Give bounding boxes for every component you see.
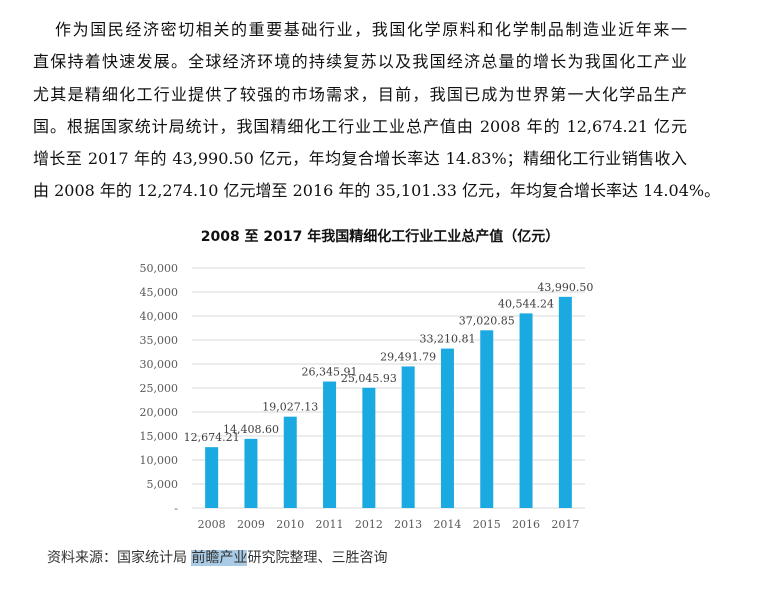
x-tick-label: 2016	[512, 518, 540, 531]
y-tick-label: 45,000	[140, 286, 179, 299]
source-note: 资料来源：国家统计局 前瞻产业研究院整理、三胜咨询	[47, 547, 387, 567]
y-tick-label: 5,000	[147, 478, 179, 491]
data-label: 33,210.81	[419, 333, 475, 346]
y-tick-label: 50,000	[140, 262, 179, 275]
x-tick-label: 2010	[276, 518, 304, 531]
x-tick-label: 2013	[394, 518, 422, 531]
source-suffix: 研究院整理、三胜咨询	[247, 550, 388, 566]
paragraph-line: 国。根据国家统计局统计，我国精细化工行业工业总产值由 2008 年的 12,67…	[33, 116, 687, 136]
paragraph-line: 作为国民经济密切相关的重要基础行业，我国化学原料和化学制品制造业近年来一	[55, 20, 687, 39]
data-label: 40,544.24	[498, 297, 554, 310]
data-label: 12,674.21	[184, 431, 240, 444]
bar	[362, 387, 376, 508]
data-label: 26,345.91	[302, 366, 358, 379]
source-highlighted: 前瞻产业	[191, 550, 248, 566]
bar	[283, 416, 297, 508]
bar	[440, 348, 454, 508]
x-tick-label: 2012	[355, 518, 383, 531]
data-label: 37,020.85	[459, 314, 515, 327]
bar	[558, 296, 572, 508]
data-label: 14,408.60	[223, 423, 279, 436]
y-tick-label: 25,000	[140, 382, 179, 395]
y-tick-label: 40,000	[140, 310, 179, 323]
y-tick-label: -	[174, 502, 178, 515]
y-tick-label: 20,000	[140, 406, 179, 419]
chart-title: 2008 至 2017 年我国精细化工行业工业总产值（亿元）	[200, 229, 560, 245]
x-tick-label: 2011	[316, 518, 344, 531]
data-label: 19,027.13	[262, 401, 318, 414]
source-prefix: 资料来源：国家统计局	[47, 550, 192, 566]
data-label: 29,491.79	[380, 350, 436, 363]
paragraph-line: 增长至 2017 年的 43,990.50 亿元，年均复合增长率达 14.83%…	[33, 149, 687, 169]
body-paragraph: 作为国民经济密切相关的重要基础行业，我国化学原料和化学制品制造业近年来一 直保持…	[33, 14, 721, 208]
x-tick-label: 2009	[237, 518, 265, 531]
bar	[480, 330, 494, 508]
paragraph-line: 尤其是精细化工行业提供了较强的市场需求，目前，我国已成为世界第一大化学品生产	[33, 84, 687, 104]
data-label: 43,990.50	[537, 281, 593, 294]
y-tick-label: 10,000	[140, 454, 179, 467]
bar	[519, 313, 533, 508]
paragraph-line: 直保持着快速发展。全球经济环境的持续复苏以及我国经济总量的增长为我国化工产业	[33, 52, 687, 72]
x-tick-label: 2008	[198, 518, 226, 531]
x-tick-label: 2015	[473, 518, 501, 531]
bar	[205, 447, 219, 508]
y-tick-label: 35,000	[140, 334, 179, 347]
bar	[401, 366, 415, 508]
y-tick-label: 15,000	[140, 430, 179, 443]
bar	[323, 381, 337, 508]
x-tick-label: 2017	[551, 518, 579, 531]
paragraph-line: 由 2008 年的 12,274.10 亿元增至 2016 年的 35,101.…	[33, 181, 721, 201]
y-tick-label: 30,000	[140, 358, 179, 371]
x-tick-label: 2014	[433, 518, 461, 531]
bar	[244, 438, 258, 508]
data-label: 25,045.93	[341, 372, 397, 385]
